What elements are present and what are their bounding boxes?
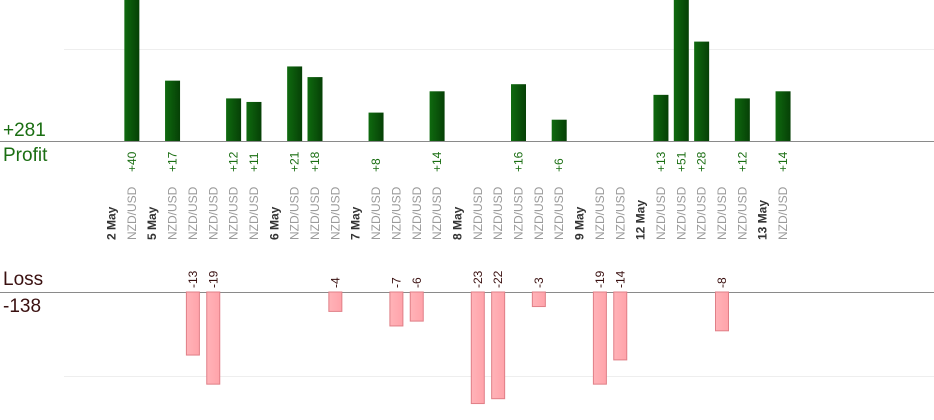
profit-bar [165,80,181,141]
loss-total: -138 [3,296,42,317]
profit-value-label: +51 [674,151,688,172]
pair-label: NZD/USD [613,186,627,240]
column-labels: 2 May NZD/USD 5 May NZD/USD NZD/USD NZD/USD NZ… [105,186,791,240]
pair-label: NZD/USD [410,186,424,240]
date-label: 5 May [145,206,159,240]
date-label: 13 May [756,200,770,240]
date-label: 8 May [450,206,464,240]
date-label: 2 May [105,206,119,240]
loss-value-label: -14 [613,270,627,288]
profit-value-label: +11 [247,152,261,172]
pair-label: NZD/USD [512,186,526,240]
loss-bar [613,291,628,361]
pair-label: NZD/USD [593,186,607,240]
profit-bar [307,77,323,141]
profit-bar [124,0,140,141]
profit-value-label: +12 [735,151,749,172]
loss-value-label: -19 [206,270,220,288]
pair-label: NZD/USD [776,186,790,240]
date-label: 9 May [573,206,587,240]
axis-lines [0,141,934,293]
pair-label: NZD/USD [247,186,261,240]
pair-label: NZD/USD [430,186,444,240]
loss-value-label: -23 [471,270,485,288]
loss-bar [206,291,221,385]
profit-value-label: +13 [654,151,668,172]
pair-label: NZD/USD [166,186,180,240]
pair-label: NZD/USD [369,186,383,240]
loss-bar [389,291,404,327]
profit-value-label: +6 [552,158,566,172]
profit-bar [368,112,384,141]
loss-label: Loss [3,269,44,290]
profit-value-label: +28 [695,151,709,172]
pair-label: NZD/USD [654,186,668,240]
profit-value-label: +21 [288,151,302,172]
profit-total: +281 [3,120,46,141]
loss-value-label: -22 [491,270,505,288]
pair-label: NZD/USD [715,186,729,240]
pair-label: NZD/USD [552,186,566,240]
loss-bar [531,291,546,308]
profit-value-label: +16 [512,151,526,172]
date-label: 6 May [267,206,281,240]
profit-value-label: +12 [227,151,241,172]
loss-bar [715,291,729,332]
loss-bar [470,291,485,405]
profit-bar [775,91,791,141]
profit-bars [124,0,791,141]
loss-bar [328,291,343,312]
profit-bar [287,66,303,141]
profit-value-label: +18 [308,151,322,172]
pair-label: NZD/USD [227,186,241,240]
loss-bar [491,291,506,400]
profit-bar [673,0,689,141]
loss-bar [592,291,607,385]
pair-label: NZD/USD [308,186,322,240]
profit-bar [246,101,262,141]
profit-value-label: +14 [430,151,444,172]
date-label: 7 May [349,206,363,240]
profit-bar [429,91,445,141]
pair-label: NZD/USD [674,186,688,240]
profit-bar [653,94,669,141]
profit-bar [511,84,526,141]
value-labels: +40 +17 -13 -19 +12 +11 +21 +18 -4 +8 -7 -6 +14 -23 -2… [125,151,790,288]
pair-label: NZD/USD [328,186,342,240]
loss-value-label: -8 [715,277,729,288]
pair-label: NZD/USD [186,186,200,240]
loss-value-label: -4 [328,277,342,288]
loss-value-label: -6 [410,277,424,288]
profit-value-label: +40 [125,151,139,172]
pair-label: NZD/USD [389,186,403,240]
loss-value-label: -7 [389,277,403,288]
pair-label: NZD/USD [471,186,485,240]
pair-label: NZD/USD [735,186,749,240]
loss-bar [185,291,200,356]
profit-value-label: +17 [166,151,180,172]
profit-bar [226,98,242,141]
date-label: 12 May [634,200,648,240]
pair-label: NZD/USD [206,186,220,240]
profit-bar [551,119,567,141]
pair-label: NZD/USD [695,186,709,240]
loss-value-label: -3 [532,277,546,288]
profit-label: Profit [3,145,48,166]
loss-bars [185,291,729,405]
pair-label: NZD/USD [125,186,139,240]
profit-value-label: +14 [776,151,790,172]
pair-label: NZD/USD [532,186,546,240]
loss-value-label: -13 [186,270,200,288]
pair-label: NZD/USD [288,186,302,240]
profit-value-label: +8 [369,158,383,172]
loss-bar [409,291,424,322]
pair-label: NZD/USD [491,186,505,240]
profit-bar [694,41,710,141]
loss-value-label: -19 [593,270,607,288]
profit-bar [734,98,750,141]
